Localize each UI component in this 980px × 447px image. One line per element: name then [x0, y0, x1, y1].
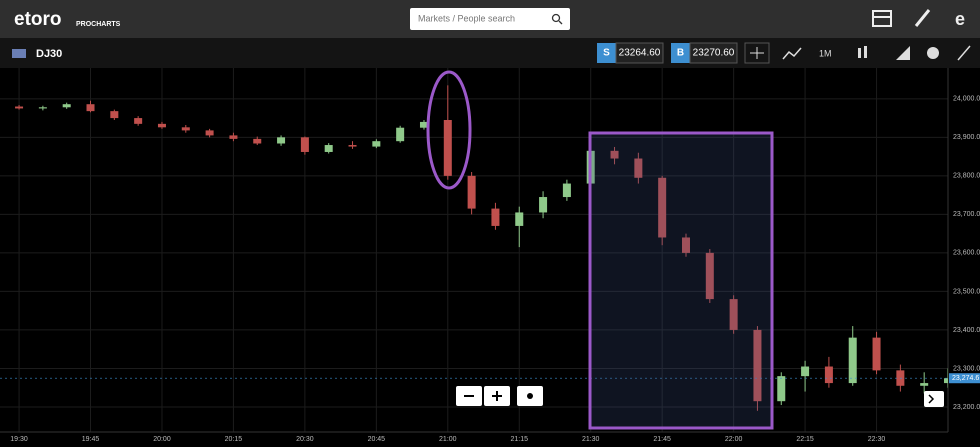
- candle-body: [348, 145, 357, 147]
- logo-sub: PROCHARTS: [76, 21, 121, 28]
- y-tick-label: 23,900.0: [953, 134, 980, 141]
- edit-icon[interactable]: [914, 9, 931, 27]
- y-tick-label: 23,200.0: [953, 404, 980, 411]
- candle-body: [824, 366, 833, 384]
- y-tick-label: 23,800.0: [953, 173, 980, 180]
- x-tick-label: 22:15: [796, 436, 814, 443]
- candle-body: [467, 175, 476, 209]
- candle-body: [157, 123, 166, 128]
- highlight-ellipse: [426, 70, 472, 190]
- y-tick-label: 23,400.0: [953, 327, 980, 334]
- sell-price-box[interactable]: [615, 42, 664, 64]
- y-tick-label: 23,300.0: [953, 365, 980, 372]
- candle-body: [920, 383, 929, 386]
- fullscreen-button[interactable]: [957, 45, 971, 61]
- candle-body: [491, 208, 500, 226]
- candle-body: [110, 111, 119, 119]
- candle-body: [801, 366, 810, 377]
- candle-body: [753, 329, 762, 402]
- candle-body: [372, 141, 381, 147]
- candle-body: [324, 145, 333, 152]
- draw-button[interactable]: [896, 46, 910, 60]
- profile-icon[interactable]: e: [955, 9, 965, 29]
- settings-button[interactable]: [927, 47, 939, 59]
- candle-body: [944, 378, 948, 384]
- candle-body: [38, 107, 47, 109]
- candle-body: [205, 130, 214, 136]
- candle-body: [229, 135, 238, 139]
- candle-body: [86, 104, 95, 112]
- indicators-button[interactable]: [858, 48, 861, 58]
- candle-body: [443, 120, 452, 176]
- search-box[interactable]: [410, 8, 570, 30]
- x-tick-label: 21:30: [582, 436, 600, 443]
- candle-body: [277, 137, 286, 144]
- candle-body: [134, 118, 143, 124]
- candle-body: [539, 197, 548, 213]
- x-tick-label: 22:30: [868, 436, 886, 443]
- candle-body: [658, 177, 667, 238]
- sell-button[interactable]: [597, 43, 616, 63]
- candle-body: [15, 106, 24, 109]
- buy-price: 23270.60: [693, 48, 735, 59]
- buy-price-box[interactable]: [689, 42, 738, 64]
- candle-body: [777, 376, 786, 402]
- candle-body: [705, 252, 714, 300]
- sell-label: S: [603, 48, 610, 59]
- candle-body: [634, 158, 643, 178]
- candles: [15, 85, 948, 411]
- x-tick-label: 22:00: [725, 436, 743, 443]
- search-icon: [558, 20, 563, 25]
- x-tick-label: 19:30: [10, 436, 28, 443]
- candle-body: [610, 150, 619, 159]
- sell-price: 23264.60: [619, 48, 661, 59]
- buy-label: B: [677, 48, 684, 59]
- candle-body: [872, 337, 881, 371]
- candle-body: [419, 121, 428, 128]
- candle-body: [253, 138, 262, 144]
- candle-body: [681, 237, 690, 253]
- y-tick-label: 24,000.0: [953, 96, 980, 103]
- candle-body: [848, 337, 857, 384]
- y-tick-label: 23,700.0: [953, 211, 980, 218]
- timeframe[interactable]: 1M: [819, 48, 832, 58]
- plot: 23,200.0 23,300.0 23,400.0 23,500.0 23,600.0…: [0, 68, 980, 443]
- indicators-button: [864, 46, 867, 58]
- chart-type-button[interactable]: [782, 47, 802, 60]
- layout-icon[interactable]: [872, 10, 892, 27]
- candle-body: [562, 183, 571, 198]
- x-tick-label: 21:00: [439, 436, 457, 443]
- x-tick-label: 20:15: [225, 436, 243, 443]
- search-icon[interactable]: [551, 13, 561, 23]
- y-tick-label: 23,600.0: [953, 250, 980, 257]
- x-tick-label: 20:30: [296, 436, 314, 443]
- candle-body: [300, 137, 309, 152]
- flag-icon: [12, 49, 26, 58]
- logo: etoro: [14, 9, 62, 30]
- candle-body: [181, 127, 190, 131]
- last-price-label: 23,274.6: [952, 375, 979, 382]
- candle-body: [396, 127, 405, 142]
- last-price-tag: [949, 373, 980, 384]
- share-icon: [527, 393, 533, 399]
- x-tick-label: 21:15: [510, 436, 528, 443]
- highlight-box: [588, 131, 774, 430]
- candle-body: [62, 104, 71, 108]
- x-tick-label: 20:00: [153, 436, 171, 443]
- scroll-end-icon: [928, 394, 935, 404]
- buy-button[interactable]: [671, 43, 690, 63]
- x-tick-label: 21:45: [653, 436, 671, 443]
- search-placeholder: Markets / People search: [418, 13, 515, 23]
- x-tick-label: 19:45: [82, 436, 100, 443]
- y-tick-label: 23,500.0: [953, 288, 980, 295]
- symbol: DJ30: [36, 48, 62, 60]
- x-tick-label: 20:45: [368, 436, 386, 443]
- candle-body: [515, 212, 524, 226]
- candle-body: [729, 299, 738, 330]
- crosshair-button[interactable]: [744, 42, 770, 64]
- toolbar: [0, 38, 980, 68]
